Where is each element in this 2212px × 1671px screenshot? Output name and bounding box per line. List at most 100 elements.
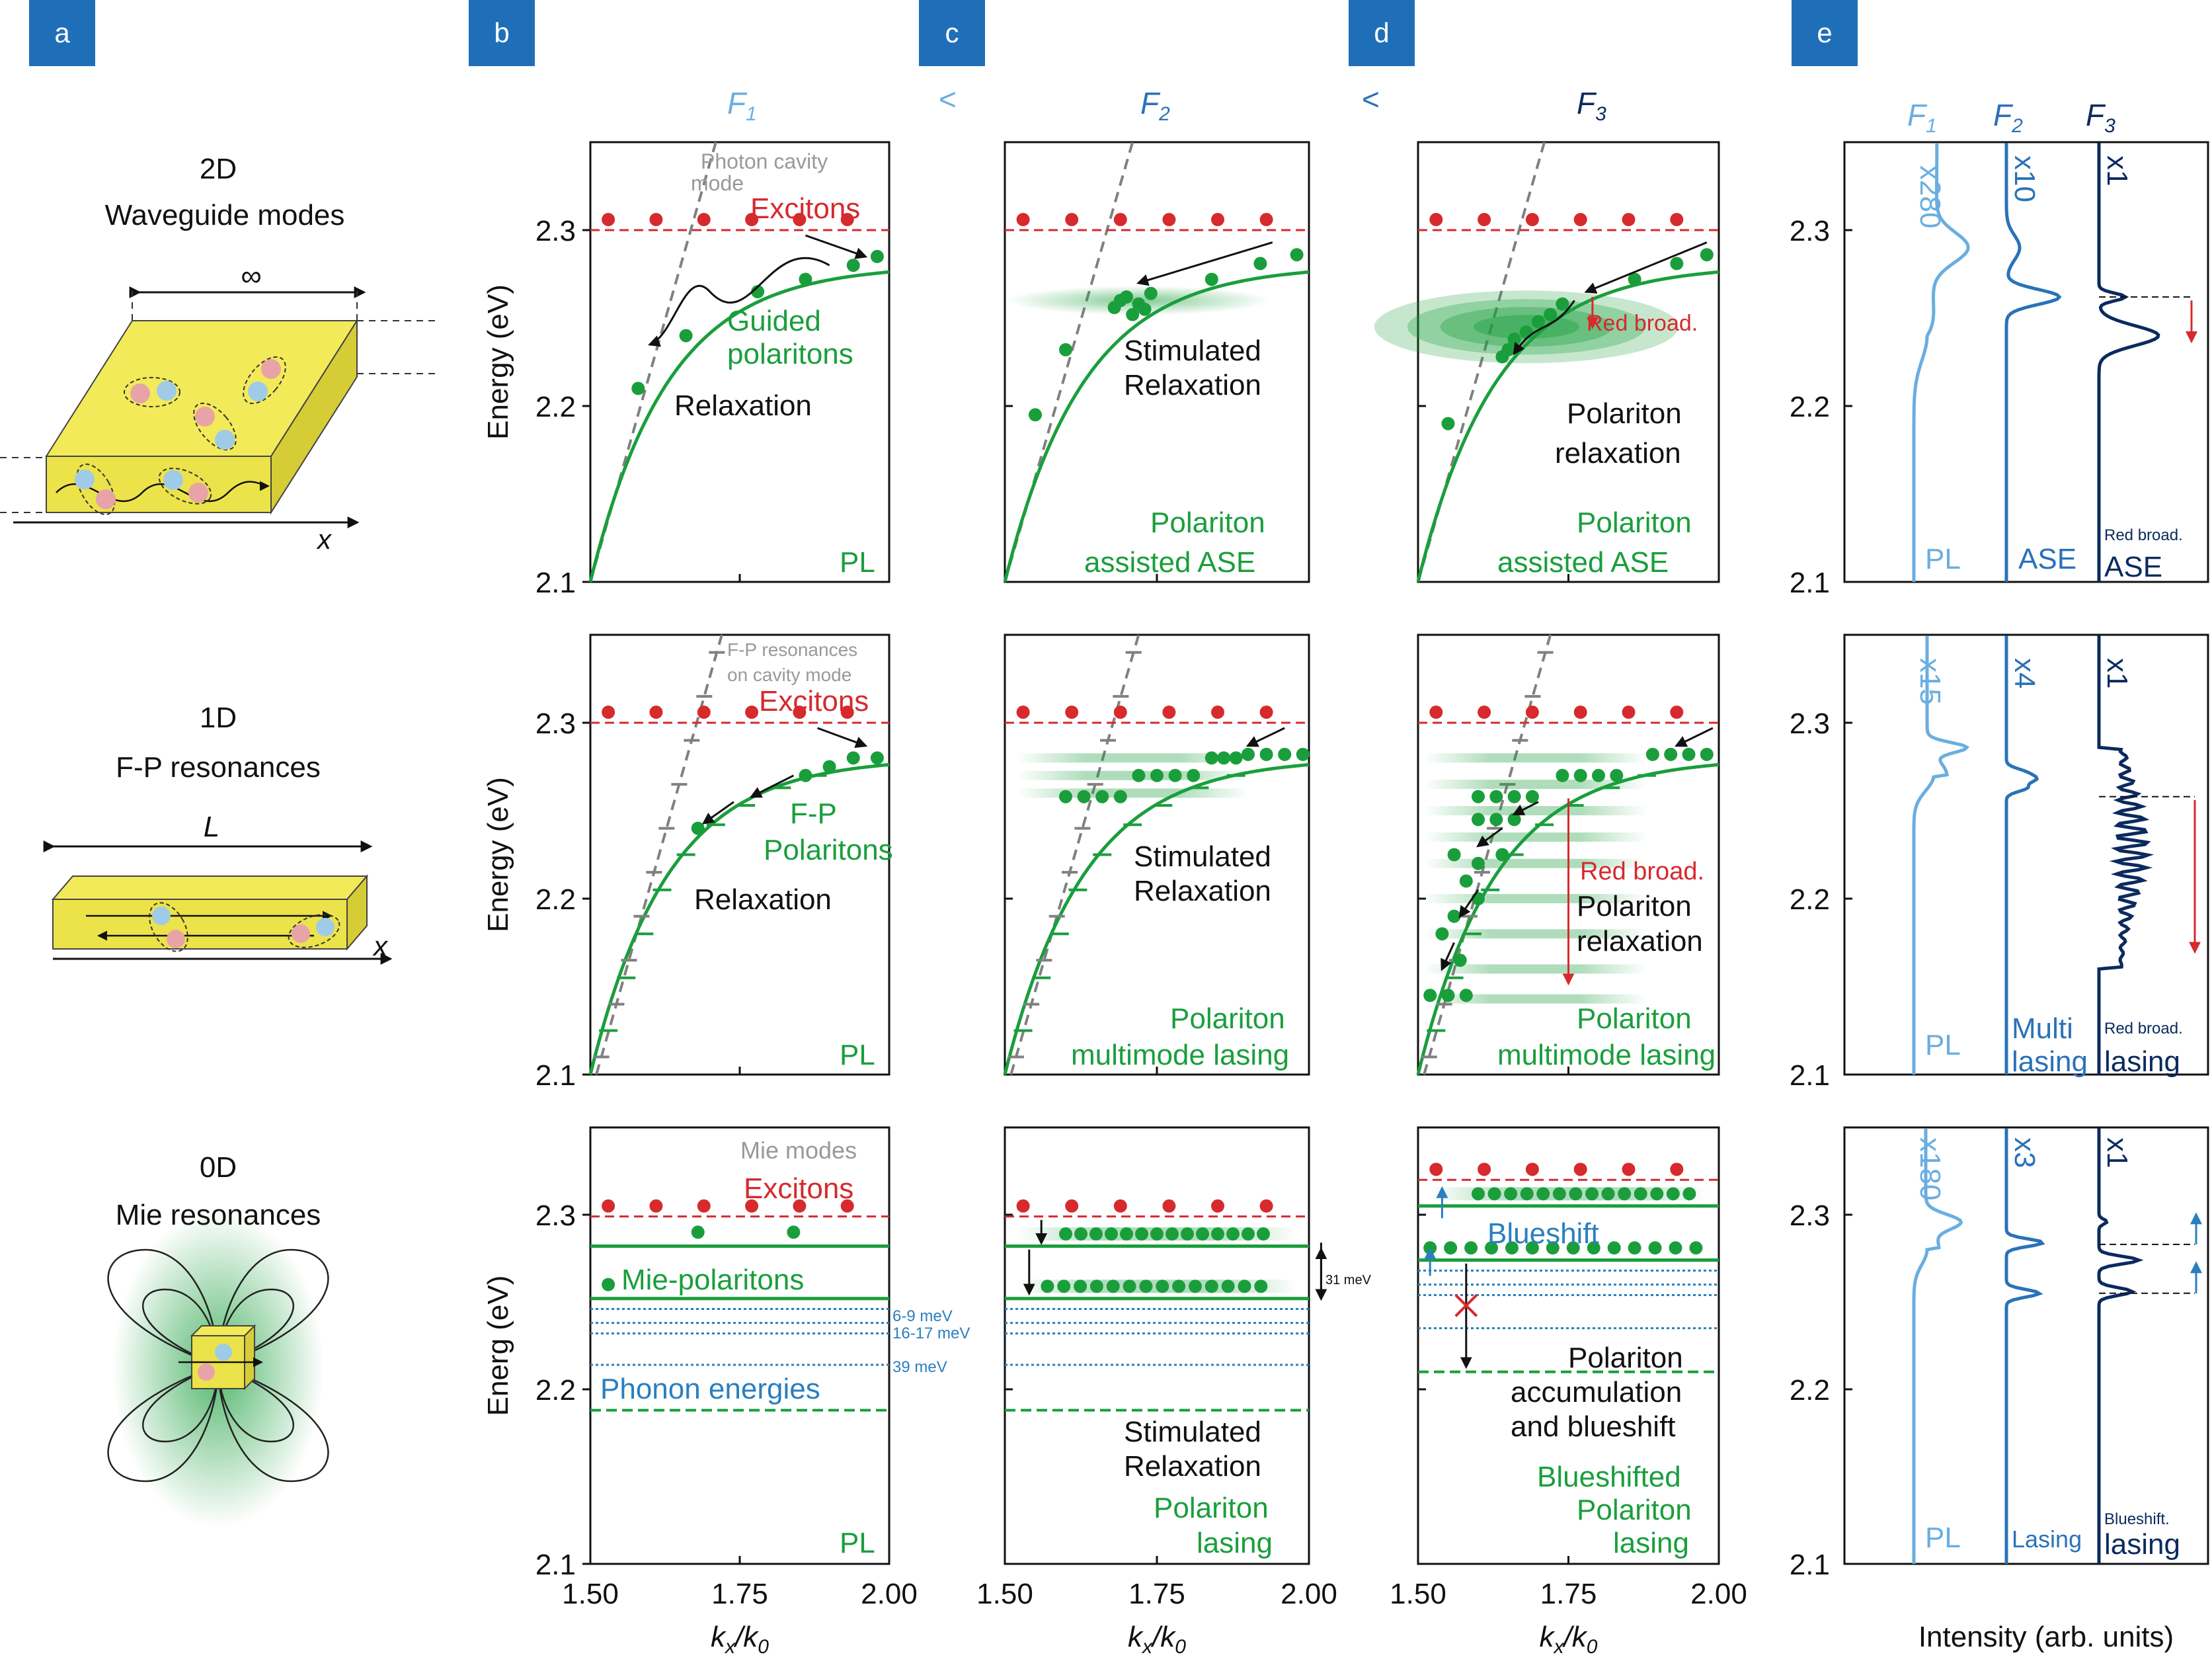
e-spectrum-2-1 bbox=[1912, 635, 1970, 1075]
e1-mult-2: x10 bbox=[2008, 155, 2041, 202]
row3-c-annotations: 31 meV Stimulated Relaxation Polariton l… bbox=[1124, 1273, 1372, 1559]
polariton-dot-c2-12 bbox=[1077, 790, 1091, 803]
relax-arrow-d2-1 bbox=[1512, 801, 1539, 815]
e3-mult-2: x3 bbox=[2008, 1137, 2041, 1168]
relaxation-label-c1: Relaxation bbox=[1124, 369, 1261, 401]
excitons-c3-dot-1 bbox=[1065, 1199, 1079, 1213]
ytick-label-1-1: 2.2 bbox=[535, 883, 576, 916]
ylabel-row1: Energy (eV) bbox=[482, 284, 514, 440]
schematic-1d-title: 1D bbox=[200, 702, 237, 734]
e-xlabel: Intensity (arb. units) bbox=[1918, 1621, 2174, 1653]
regime-label-c3-1: Polariton bbox=[1154, 1492, 1269, 1524]
excitons-b2-dot-0 bbox=[602, 706, 615, 719]
polariton-dot-d2-0 bbox=[1645, 747, 1659, 761]
relaxation-arrow-b1 bbox=[648, 257, 830, 347]
panel-label-a: a bbox=[54, 17, 70, 48]
polariton-dot-b2-1 bbox=[799, 768, 812, 782]
e-spectrum-2-3 bbox=[2097, 635, 2154, 1075]
panel-e-row3-labels: x180 x3 x1 PL Lasing Blueshift. lasing bbox=[1914, 1137, 2180, 1561]
ytick-label-2-1: 2.2 bbox=[535, 1374, 576, 1406]
polariton-dot-d2-12 bbox=[1472, 813, 1485, 827]
length-label: L bbox=[204, 811, 219, 843]
regime-label-d2-1: Polariton bbox=[1577, 1002, 1692, 1035]
polariton-dot-c2-2 bbox=[1229, 751, 1243, 765]
fluence-f2: F2 bbox=[1140, 86, 1170, 125]
excitons-d2-dot-2 bbox=[1525, 706, 1539, 719]
polariton-dot-c2-6 bbox=[1296, 747, 1310, 761]
polariton-dot-d2-3 bbox=[1700, 747, 1714, 761]
excitons-d3-dot-4 bbox=[1622, 1162, 1636, 1176]
excitons-c1-dot-2 bbox=[1113, 213, 1127, 227]
e2-mult-3: x1 bbox=[2101, 658, 2133, 688]
polariton-dot-d3-u5 bbox=[1552, 1187, 1566, 1201]
ytick-label-1-0: 2.1 bbox=[535, 1059, 576, 1092]
row2-c-annotations: Stimulated Relaxation Polariton multimod… bbox=[1071, 840, 1289, 1071]
polariton-dot-c3-u0 bbox=[1059, 1227, 1072, 1241]
polariton-dot-c1-7 bbox=[1113, 294, 1127, 307]
panel-tags: a b c d e bbox=[29, 0, 1858, 66]
fp-cavity-mode-d2 bbox=[1423, 634, 1552, 1075]
row2-b-annotations: F-P resonances on cavity mode Excitons F… bbox=[694, 639, 893, 1071]
e1-label-ase: ASE bbox=[2018, 543, 2076, 575]
polariton-dot-c2-8 bbox=[1150, 768, 1164, 782]
stimulated-label-c1: Stimulated bbox=[1124, 335, 1261, 367]
polariton-dot-c3-u8 bbox=[1181, 1227, 1194, 1241]
e-ytick-label-2-0: 2.1 bbox=[1790, 1549, 1830, 1581]
polariton-dot-c2-10 bbox=[1187, 768, 1201, 782]
fp-cavity-mode-c2 bbox=[1009, 634, 1140, 1075]
polariton-dot-d3-u9 bbox=[1618, 1187, 1632, 1201]
polariton-dot-d1-5 bbox=[1519, 325, 1533, 339]
accumulation-label-1: Polariton bbox=[1568, 1342, 1683, 1374]
lasing-band-d2-6 bbox=[1424, 929, 1647, 939]
polariton-label-d2: Polariton bbox=[1577, 890, 1692, 922]
e2-label-multi: Multi bbox=[2012, 1012, 2073, 1045]
polariton-dot-d3-u6 bbox=[1569, 1187, 1583, 1201]
lasing-band-d2-1 bbox=[1424, 780, 1647, 790]
schematic-2d-title: 2D bbox=[200, 153, 237, 185]
polariton-dot-c1-0 bbox=[1029, 408, 1042, 422]
excitons-d2-dot-0 bbox=[1429, 706, 1443, 719]
excitons-c2-dot-3 bbox=[1162, 706, 1176, 719]
schematic-0d: 0D Mie resonances bbox=[107, 1151, 329, 1528]
polariton-dot-c3-l3 bbox=[1089, 1280, 1103, 1293]
polariton-dot-c1-8 bbox=[1138, 302, 1152, 316]
fluence-lt-2: < bbox=[1362, 82, 1380, 116]
polariton-dot-c3-u6 bbox=[1150, 1227, 1164, 1241]
polariton-dot-c1-9 bbox=[1205, 272, 1218, 286]
excitons-b2-dot-2 bbox=[697, 706, 711, 719]
stimulated-label-c3: Stimulated bbox=[1124, 1416, 1261, 1448]
excitons-d3-dot-2 bbox=[1525, 1162, 1539, 1176]
guided-label: Guided bbox=[727, 305, 821, 337]
polariton-dot-c1-5 bbox=[1144, 286, 1158, 300]
e-ytick-label-0-2: 2.3 bbox=[1790, 215, 1830, 247]
polariton-dot-c3-u5 bbox=[1135, 1227, 1148, 1241]
e1-label-ase-2: ASE bbox=[2104, 551, 2162, 583]
x-axis-label-2d: x bbox=[316, 524, 333, 555]
polariton-dot-d3-u10 bbox=[1634, 1187, 1647, 1201]
polariton-dot-c3-u11 bbox=[1226, 1227, 1240, 1241]
regime-label-d2-2: multimode lasing bbox=[1497, 1039, 1716, 1071]
polariton-dot-c3-l11 bbox=[1221, 1280, 1235, 1293]
relax-arrow-d2-3 bbox=[1458, 889, 1480, 918]
red-broad-label-d1: Red broad. bbox=[1587, 311, 1698, 336]
e-ytick-label-1-0: 2.1 bbox=[1790, 1059, 1830, 1092]
e3-label-pl: PL bbox=[1925, 1522, 1961, 1554]
excitons-b2-dot-5 bbox=[840, 706, 854, 719]
ytick-label-1-2: 2.3 bbox=[535, 708, 576, 740]
regime-label-b2: PL bbox=[840, 1039, 875, 1071]
polariton-dot-c2-7 bbox=[1132, 768, 1146, 782]
excitons-d2-dot-3 bbox=[1573, 706, 1587, 719]
blueshift-label: Blueshift bbox=[1487, 1217, 1599, 1250]
polariton-dot-d2-19 bbox=[1447, 909, 1461, 923]
polariton-dot-d2-13 bbox=[1489, 813, 1503, 827]
e-frame-3 bbox=[1843, 1126, 2209, 1565]
row1-d-annotations: Red broad. Polariton relaxation Polarito… bbox=[1497, 311, 1698, 579]
guided-polariton-curve-d1 bbox=[1416, 270, 1719, 583]
polariton-dot-c3-u10 bbox=[1211, 1227, 1224, 1241]
lasing-band-d2-7 bbox=[1424, 964, 1647, 974]
lasing-band-d2-2 bbox=[1424, 806, 1647, 815]
polariton-dot-d2-14 bbox=[1507, 813, 1521, 827]
lasing-band-c2-2 bbox=[1017, 788, 1248, 798]
polariton-dot-d2-16 bbox=[1472, 856, 1485, 870]
polariton-dot-d2-1 bbox=[1664, 747, 1678, 761]
